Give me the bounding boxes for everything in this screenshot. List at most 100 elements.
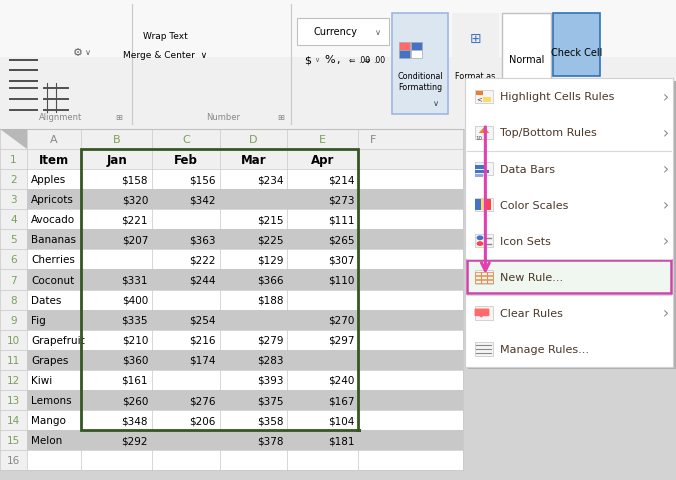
Text: Merge & Center  ∨: Merge & Center ∨ [124,51,208,60]
Text: Avocado: Avocado [31,215,75,225]
Bar [475,276,481,279]
Text: $260: $260 [122,395,148,405]
Text: $273: $273 [328,195,354,205]
Polygon shape [479,128,489,134]
Bar [475,200,481,211]
Bar [475,166,485,169]
Bar [0,470,676,480]
Text: $221: $221 [122,215,148,225]
Bar [399,51,410,59]
Bar [475,273,481,276]
Text: A: A [50,134,58,144]
Bar [0,290,463,310]
Text: Highlight Cells Rules: Highlight Cells Rules [500,92,614,102]
Text: Grapes: Grapes [31,355,68,365]
Bar [0,130,463,150]
Text: .00: .00 [358,56,370,64]
Text: $181: $181 [328,435,354,445]
Bar [0,250,463,270]
Text: Currency: Currency [314,27,358,37]
Bar [487,273,493,276]
Text: $244: $244 [189,275,216,285]
Text: ›: › [662,198,668,213]
Text: $375: $375 [257,395,283,405]
Text: C: C [182,134,190,144]
Text: $174: $174 [189,355,216,365]
Text: Coconut: Coconut [31,275,74,285]
Text: 3: 3 [10,195,17,205]
Text: 13: 13 [7,395,20,405]
Text: $188: $188 [257,295,283,305]
Bar [0,390,27,410]
Text: 9: 9 [10,315,17,325]
Bar [0,170,463,190]
Bar [475,307,493,320]
Bar [475,91,493,104]
Text: ∨: ∨ [84,48,91,57]
Bar [0,250,27,270]
Bar [0,390,463,410]
Bar [81,150,358,430]
Text: Normal: Normal [509,55,544,65]
Text: B: B [113,134,120,144]
Bar [0,350,463,370]
Bar [475,162,493,176]
Bar [0,270,463,290]
Bar [487,280,493,283]
Text: $342: $342 [189,195,216,205]
Text: $360: $360 [122,355,148,365]
Bar [0,130,27,150]
Text: 6: 6 [10,255,17,265]
Text: $215: $215 [257,215,283,225]
Text: $358: $358 [257,415,283,425]
Text: $363: $363 [189,235,216,245]
Bar [411,43,422,50]
Bar [0,350,27,370]
Text: 10: 10 [476,135,483,141]
Text: $210: $210 [122,335,148,345]
Circle shape [477,242,483,247]
Text: $161: $161 [122,375,148,385]
Text: $222: $222 [189,255,216,265]
Text: Mar: Mar [241,153,266,166]
Bar [0,330,463,350]
Text: $: $ [304,55,311,65]
Text: ›: › [662,234,668,249]
Text: Item: Item [39,153,69,166]
Text: 10: 10 [7,335,20,345]
Bar [0,190,27,210]
Text: ∨: ∨ [487,99,493,108]
Text: Format as
Table: Format as Table [455,72,496,92]
Text: .00: .00 [373,56,385,64]
Bar [475,199,493,212]
Text: $400: $400 [122,295,148,305]
Text: $348: $348 [122,415,148,425]
Bar [411,51,422,59]
Text: Apples: Apples [31,175,66,185]
Text: D: D [249,134,258,144]
Text: $111: $111 [328,215,354,225]
Text: <: < [477,96,482,103]
Bar [0,210,463,230]
Text: Wrap Text: Wrap Text [143,32,188,40]
Bar [0,0,676,58]
Text: $366: $366 [257,275,283,285]
Text: $207: $207 [122,235,148,245]
Bar [481,280,487,283]
Bar [463,130,676,480]
Bar [487,276,493,279]
Text: $265: $265 [328,235,354,245]
Text: Jan: Jan [106,153,127,166]
Text: Clear Rules: Clear Rules [500,308,563,318]
Text: 4: 4 [10,215,17,225]
Bar [0,410,463,430]
Text: Grapefruit: Grapefruit [31,335,85,345]
Text: ⊞: ⊞ [277,113,284,122]
Bar [475,127,493,140]
Bar [297,19,389,46]
Text: $297: $297 [328,335,354,345]
Text: Number: Number [206,113,240,122]
Text: Cherries: Cherries [31,255,75,265]
Text: %: % [324,55,335,65]
Text: $393: $393 [257,375,283,385]
